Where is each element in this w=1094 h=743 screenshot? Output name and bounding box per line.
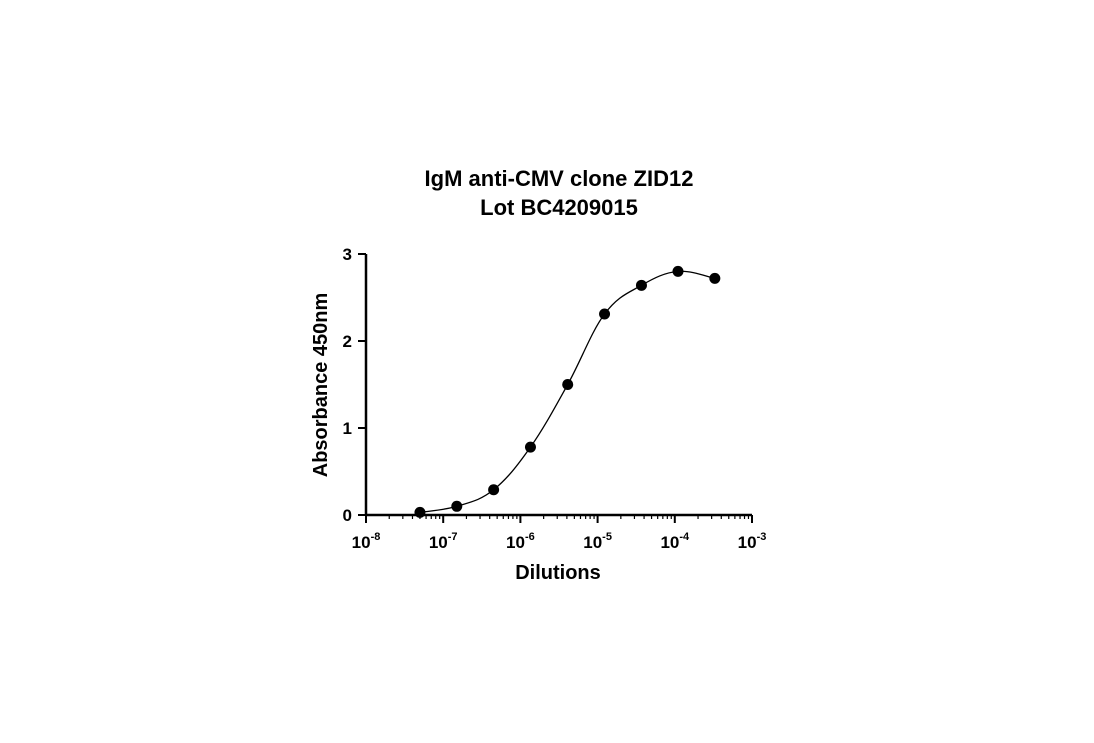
data-point [414, 506, 426, 518]
x-ticks: 10-8 10-7 10-6 10-5 10-4 10-3 [352, 515, 767, 552]
y-ticks: 0 1 2 3 [343, 245, 366, 525]
x-tick-label: 10-3 [738, 531, 767, 552]
x-tick-base: 10 [738, 533, 757, 552]
chart-title-line-1: IgM anti-CMV clone ZID12 [425, 166, 694, 191]
data-point [562, 379, 574, 390]
x-tick-label: 10-4 [660, 531, 690, 552]
series-line [419, 270, 715, 514]
x-tick-label: 10-5 [583, 531, 612, 552]
data-point [451, 500, 463, 512]
x-tick-label: 10-7 [429, 531, 458, 552]
y-tick-label: 2 [343, 332, 352, 351]
x-tick-label: 10-6 [506, 531, 535, 552]
x-tick-exponent: -8 [371, 531, 381, 543]
x-tick-exponent: -4 [679, 531, 690, 543]
x-tick-base: 10 [660, 533, 679, 552]
data-point [488, 484, 500, 496]
x-tick-exponent: -3 [757, 531, 767, 543]
x-tick-base: 10 [429, 533, 448, 552]
data-point [524, 441, 536, 453]
y-tick-label: 3 [343, 245, 352, 264]
data-point [635, 279, 647, 291]
x-tick-exponent: -6 [525, 531, 535, 543]
y-axis-label: Absorbance 450nm [310, 293, 332, 478]
axes [364, 254, 752, 517]
data-point [672, 265, 684, 277]
x-tick-base: 10 [506, 533, 525, 552]
x-tick-exponent: -5 [602, 531, 612, 543]
x-tick-base: 10 [583, 533, 602, 552]
data-point [709, 272, 721, 284]
x-tick-label: 10-8 [352, 531, 381, 552]
data-point [599, 308, 611, 320]
x-tick-exponent: -7 [448, 531, 458, 543]
y-tick-label: 0 [343, 506, 352, 525]
y-tick-label: 1 [343, 419, 352, 438]
plot-area [414, 265, 721, 518]
x-tick-base: 10 [352, 533, 371, 552]
chart-title-line-2: Lot BC4209015 [480, 195, 638, 220]
x-axis-label: Dilutions [515, 562, 601, 584]
